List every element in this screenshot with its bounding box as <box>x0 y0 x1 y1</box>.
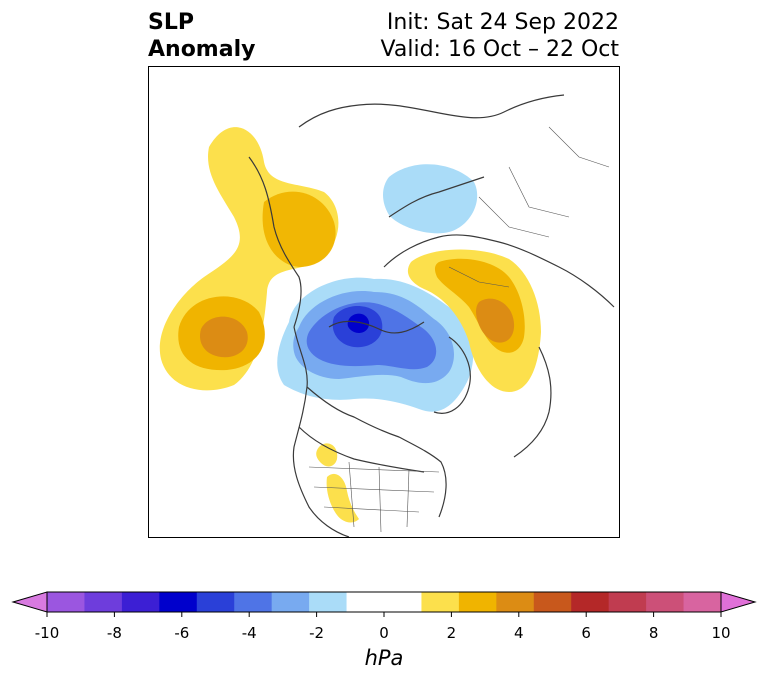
colorbar-segment <box>47 592 85 612</box>
valid-range: Valid: 16 Oct – 22 Oct <box>380 37 619 62</box>
colorbar-segment <box>234 592 273 612</box>
map-panel <box>148 66 620 538</box>
date-info: Init: Sat 24 Sep 2022 Valid: 16 Oct – 22… <box>381 9 619 63</box>
title-line-2: Anomaly <box>148 37 256 62</box>
country-borders <box>308 126 610 533</box>
colorbar-segment <box>646 592 685 612</box>
colorbar-tick-label: 0 <box>379 624 389 642</box>
colorbar-segment <box>496 592 535 612</box>
siberia-high-anomaly <box>407 249 541 392</box>
colorbar-segment <box>683 592 722 612</box>
scandinavia-low-anomaly <box>383 164 478 234</box>
colorbar-left-extend <box>11 591 48 613</box>
colorbar-segment <box>346 592 385 612</box>
map-title: SLP Anomaly <box>148 9 255 63</box>
colorbar <box>11 591 757 617</box>
colorbar-right-extend <box>720 591 757 613</box>
title-line-1: SLP <box>148 10 194 35</box>
colorbar-segment <box>458 592 497 612</box>
colorbar-segment <box>421 592 460 612</box>
colorbar-tick-label: -4 <box>241 624 257 642</box>
colorbar-tick-label: 6 <box>581 624 591 642</box>
colorbar-segment <box>608 592 647 612</box>
colorbar-segment <box>159 592 198 612</box>
colorbar-segment <box>571 592 610 612</box>
colorbar-unit-label: hPa <box>364 646 404 670</box>
colorbar-tick-label: -10 <box>34 624 60 642</box>
colorbar-tick-label: 10 <box>711 624 731 642</box>
colorbar-segment <box>271 592 310 612</box>
colorbar-tick-label: 8 <box>648 624 659 642</box>
western-na-high-anomaly <box>262 191 336 267</box>
colorbar-segment <box>533 592 572 612</box>
anomaly-map <box>159 94 615 537</box>
colorbar-tick-label: 4 <box>514 624 524 642</box>
init-date: Init: Sat 24 Sep 2022 <box>386 10 619 35</box>
colorbar-tick-label: -2 <box>309 624 325 642</box>
colorbar-tick-label: -6 <box>174 624 190 642</box>
arctic-low-anomaly <box>277 277 474 412</box>
colorbar-segment <box>196 592 235 612</box>
colorbar-segment <box>84 592 123 612</box>
colorbar-segment <box>309 592 348 612</box>
colorbar-segment <box>384 592 422 612</box>
colorbar-tick-label: -8 <box>106 624 122 642</box>
colorbar-segment <box>121 592 160 612</box>
colorbar-tick-label: 2 <box>446 624 457 642</box>
coastlines <box>248 94 615 537</box>
